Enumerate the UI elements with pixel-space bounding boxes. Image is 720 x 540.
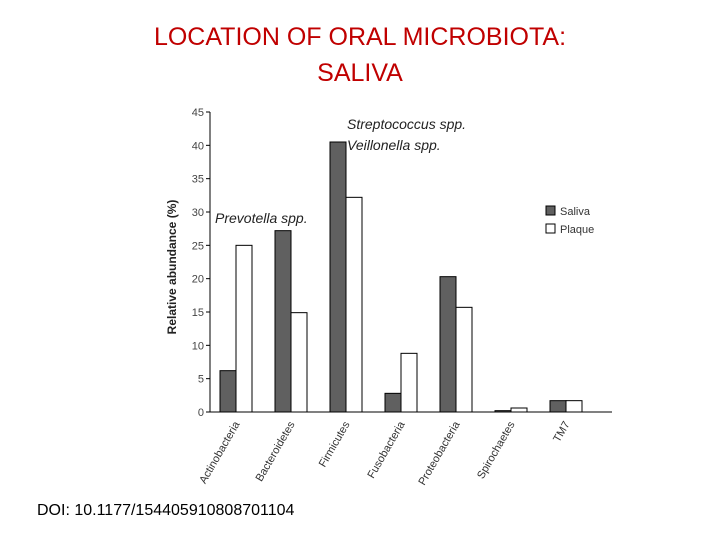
annotation-veillonella: Veillonella spp. [347,137,441,153]
legend-label-plaque: Plaque [560,224,594,236]
legend-swatch-saliva [545,205,556,216]
y-tick-label: 20 [192,274,204,286]
bar-plaque-fusobacteria [400,352,418,413]
bar-plaque-proteobacteria [455,306,473,413]
y-tick-label: 25 [192,240,204,252]
slide-title-line2: SALIVA [317,59,403,87]
y-tick-label: 5 [198,374,204,386]
x-tick-label: Fusobacteria [365,419,408,481]
bar-plaque-spirochaetes [510,407,528,413]
x-tick-label: Spirochaetes [475,419,518,481]
bar-saliva-tm7 [549,400,567,413]
bar-plaque-bacteroidetes [290,312,308,413]
annotation-streptococcus: Streptococcus spp. [347,116,467,132]
y-tick-label: 30 [192,207,204,219]
x-tick-label: Actinobacteria [197,419,243,486]
bar-saliva-spirochaetes [494,410,512,413]
legend-label-saliva: Saliva [560,206,591,218]
bar-saliva-proteobacteria [439,276,457,413]
y-axis-label: Relative abundance (%) [165,200,179,335]
x-tick-label: Proteobacteria [416,419,463,488]
bar-saliva-actinobacteria [219,370,237,413]
bar-saliva-bacteroidetes [274,230,292,413]
doi-reference: DOI: 10.1177/154405910808701104 [37,502,295,519]
y-tick-label: 0 [198,407,204,419]
bar-plaque-actinobacteria [235,244,253,413]
y-tick-label: 45 [192,107,204,119]
legend-swatch-plaque [545,223,556,234]
y-tick-label: 10 [192,340,204,352]
x-tick-label: Bacteroidetes [254,419,298,484]
bar-saliva-fusobacteria [384,392,402,413]
y-tick-label: 40 [192,140,204,152]
slide-title-line1: LOCATION OF ORAL MICROBIOTA: [153,23,567,51]
bar-saliva-firmicutes [329,141,347,413]
annotation-prevotella: Prevotella spp. [215,210,308,226]
y-tick-label: 35 [192,174,204,186]
bar-plaque-firmicutes [345,196,363,413]
bar-plaque-tm7 [565,400,583,413]
y-tick-label: 15 [192,307,204,319]
x-tick-label: Firmicutes [317,419,353,469]
x-tick-label: TM7 [551,420,572,445]
